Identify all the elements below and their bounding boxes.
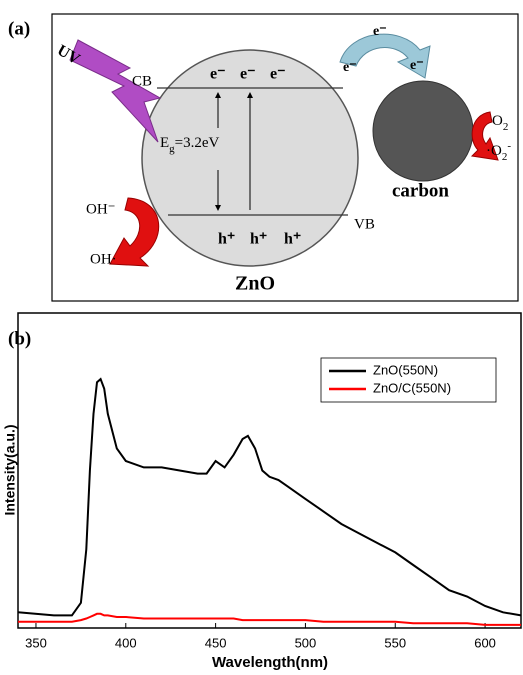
o2-subscript: 2 <box>503 121 509 133</box>
band-gap-symbol: E <box>160 135 169 151</box>
superoxide-symbol: ·O <box>486 143 502 159</box>
data-line <box>18 614 521 625</box>
superoxide-subscript: 2 <box>502 151 508 163</box>
x-axis-label: Wavelength(nm) <box>212 654 328 671</box>
transfer-electron: e⁻ <box>373 24 387 39</box>
x-tick-label: 450 <box>205 635 227 650</box>
x-tick-label: 500 <box>295 635 317 650</box>
o2-symbol: O <box>492 113 503 129</box>
superoxide-superscript: - <box>507 140 511 152</box>
panel-label: (b) <box>8 328 31 349</box>
x-tick-label: 400 <box>115 635 137 650</box>
legend-label: ZnO/C(550N) <box>373 380 451 395</box>
cb-label: CB <box>132 73 152 89</box>
vb-label: VB <box>354 216 375 232</box>
figure: (a) UV CB VB e⁻ e⁻ e⁻ h⁺ h⁺ h⁺ Eg=3.2eV … <box>0 0 523 675</box>
electron: e⁻ <box>240 66 256 83</box>
data-line <box>18 379 521 615</box>
o2: O2 <box>492 113 508 132</box>
hole: h⁺ <box>284 231 301 248</box>
band-gap-value: =3.2eV <box>175 135 220 151</box>
carbon-particle <box>373 81 473 181</box>
zno-label: ZnO <box>235 273 275 295</box>
transfer-electron: e⁻ <box>410 58 424 73</box>
hole: h⁺ <box>218 231 235 248</box>
oh-minus: OH⁻ <box>86 201 116 217</box>
oh-radical: OH· <box>90 251 117 267</box>
hole: h⁺ <box>250 231 267 248</box>
x-tick-label: 350 <box>25 635 47 650</box>
carbon-label: carbon <box>392 180 449 201</box>
uv-bolt <box>70 40 160 142</box>
legend-label: ZnO(550N) <box>373 362 438 377</box>
panel-b: (b) Intensity(a.u.) Wavelength(nm) 350 40… <box>2 313 521 671</box>
x-tick-label: 600 <box>474 635 496 650</box>
electron: e⁻ <box>270 66 286 83</box>
y-axis-label: Intensity(a.u.) <box>2 424 18 515</box>
x-tick-label: 550 <box>384 635 406 650</box>
panel-label: (a) <box>8 18 30 39</box>
transfer-electron: e⁻ <box>343 60 357 75</box>
superoxide: ·O2- <box>486 140 511 163</box>
electron: e⁻ <box>210 66 226 83</box>
oh-arrow <box>110 198 159 266</box>
panel-a: (a) UV CB VB e⁻ e⁻ e⁻ h⁺ h⁺ h⁺ Eg=3.2eV … <box>8 14 518 301</box>
